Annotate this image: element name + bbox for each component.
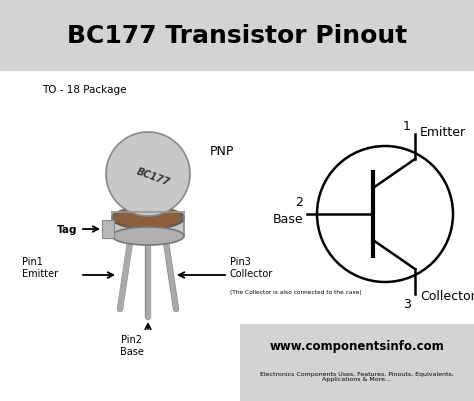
Circle shape (106, 133, 190, 217)
FancyBboxPatch shape (0, 0, 474, 72)
Text: Emitter: Emitter (420, 126, 466, 139)
Text: 1: 1 (403, 120, 411, 133)
Text: TO - 18 Package: TO - 18 Package (42, 85, 127, 95)
Ellipse shape (112, 227, 184, 245)
Text: PNP: PNP (210, 145, 234, 158)
Text: www.componentsinfo.com: www.componentsinfo.com (270, 340, 444, 352)
Text: BC177 Transistor Pinout: BC177 Transistor Pinout (67, 24, 407, 48)
Text: Pin2
Base: Pin2 Base (120, 334, 144, 356)
FancyBboxPatch shape (112, 213, 184, 237)
Text: (The Collector is also connected to the case): (The Collector is also connected to the … (230, 289, 362, 294)
Text: Pin3
Collector: Pin3 Collector (230, 257, 273, 278)
Text: 2: 2 (295, 196, 303, 209)
Text: BC177: BC177 (135, 166, 171, 187)
Text: Tag: Tag (56, 225, 77, 235)
Text: Base: Base (273, 213, 303, 226)
Circle shape (317, 147, 453, 282)
Text: 3: 3 (403, 298, 411, 311)
Text: Pin1
Emitter: Pin1 Emitter (22, 257, 58, 278)
FancyBboxPatch shape (102, 221, 114, 239)
Text: Collector: Collector (420, 290, 474, 303)
FancyBboxPatch shape (240, 324, 474, 401)
Text: Electronics Components Uses, Features, Pinouts, Equivalents,
Applications & More: Electronics Components Uses, Features, P… (260, 371, 454, 381)
Ellipse shape (112, 207, 184, 229)
